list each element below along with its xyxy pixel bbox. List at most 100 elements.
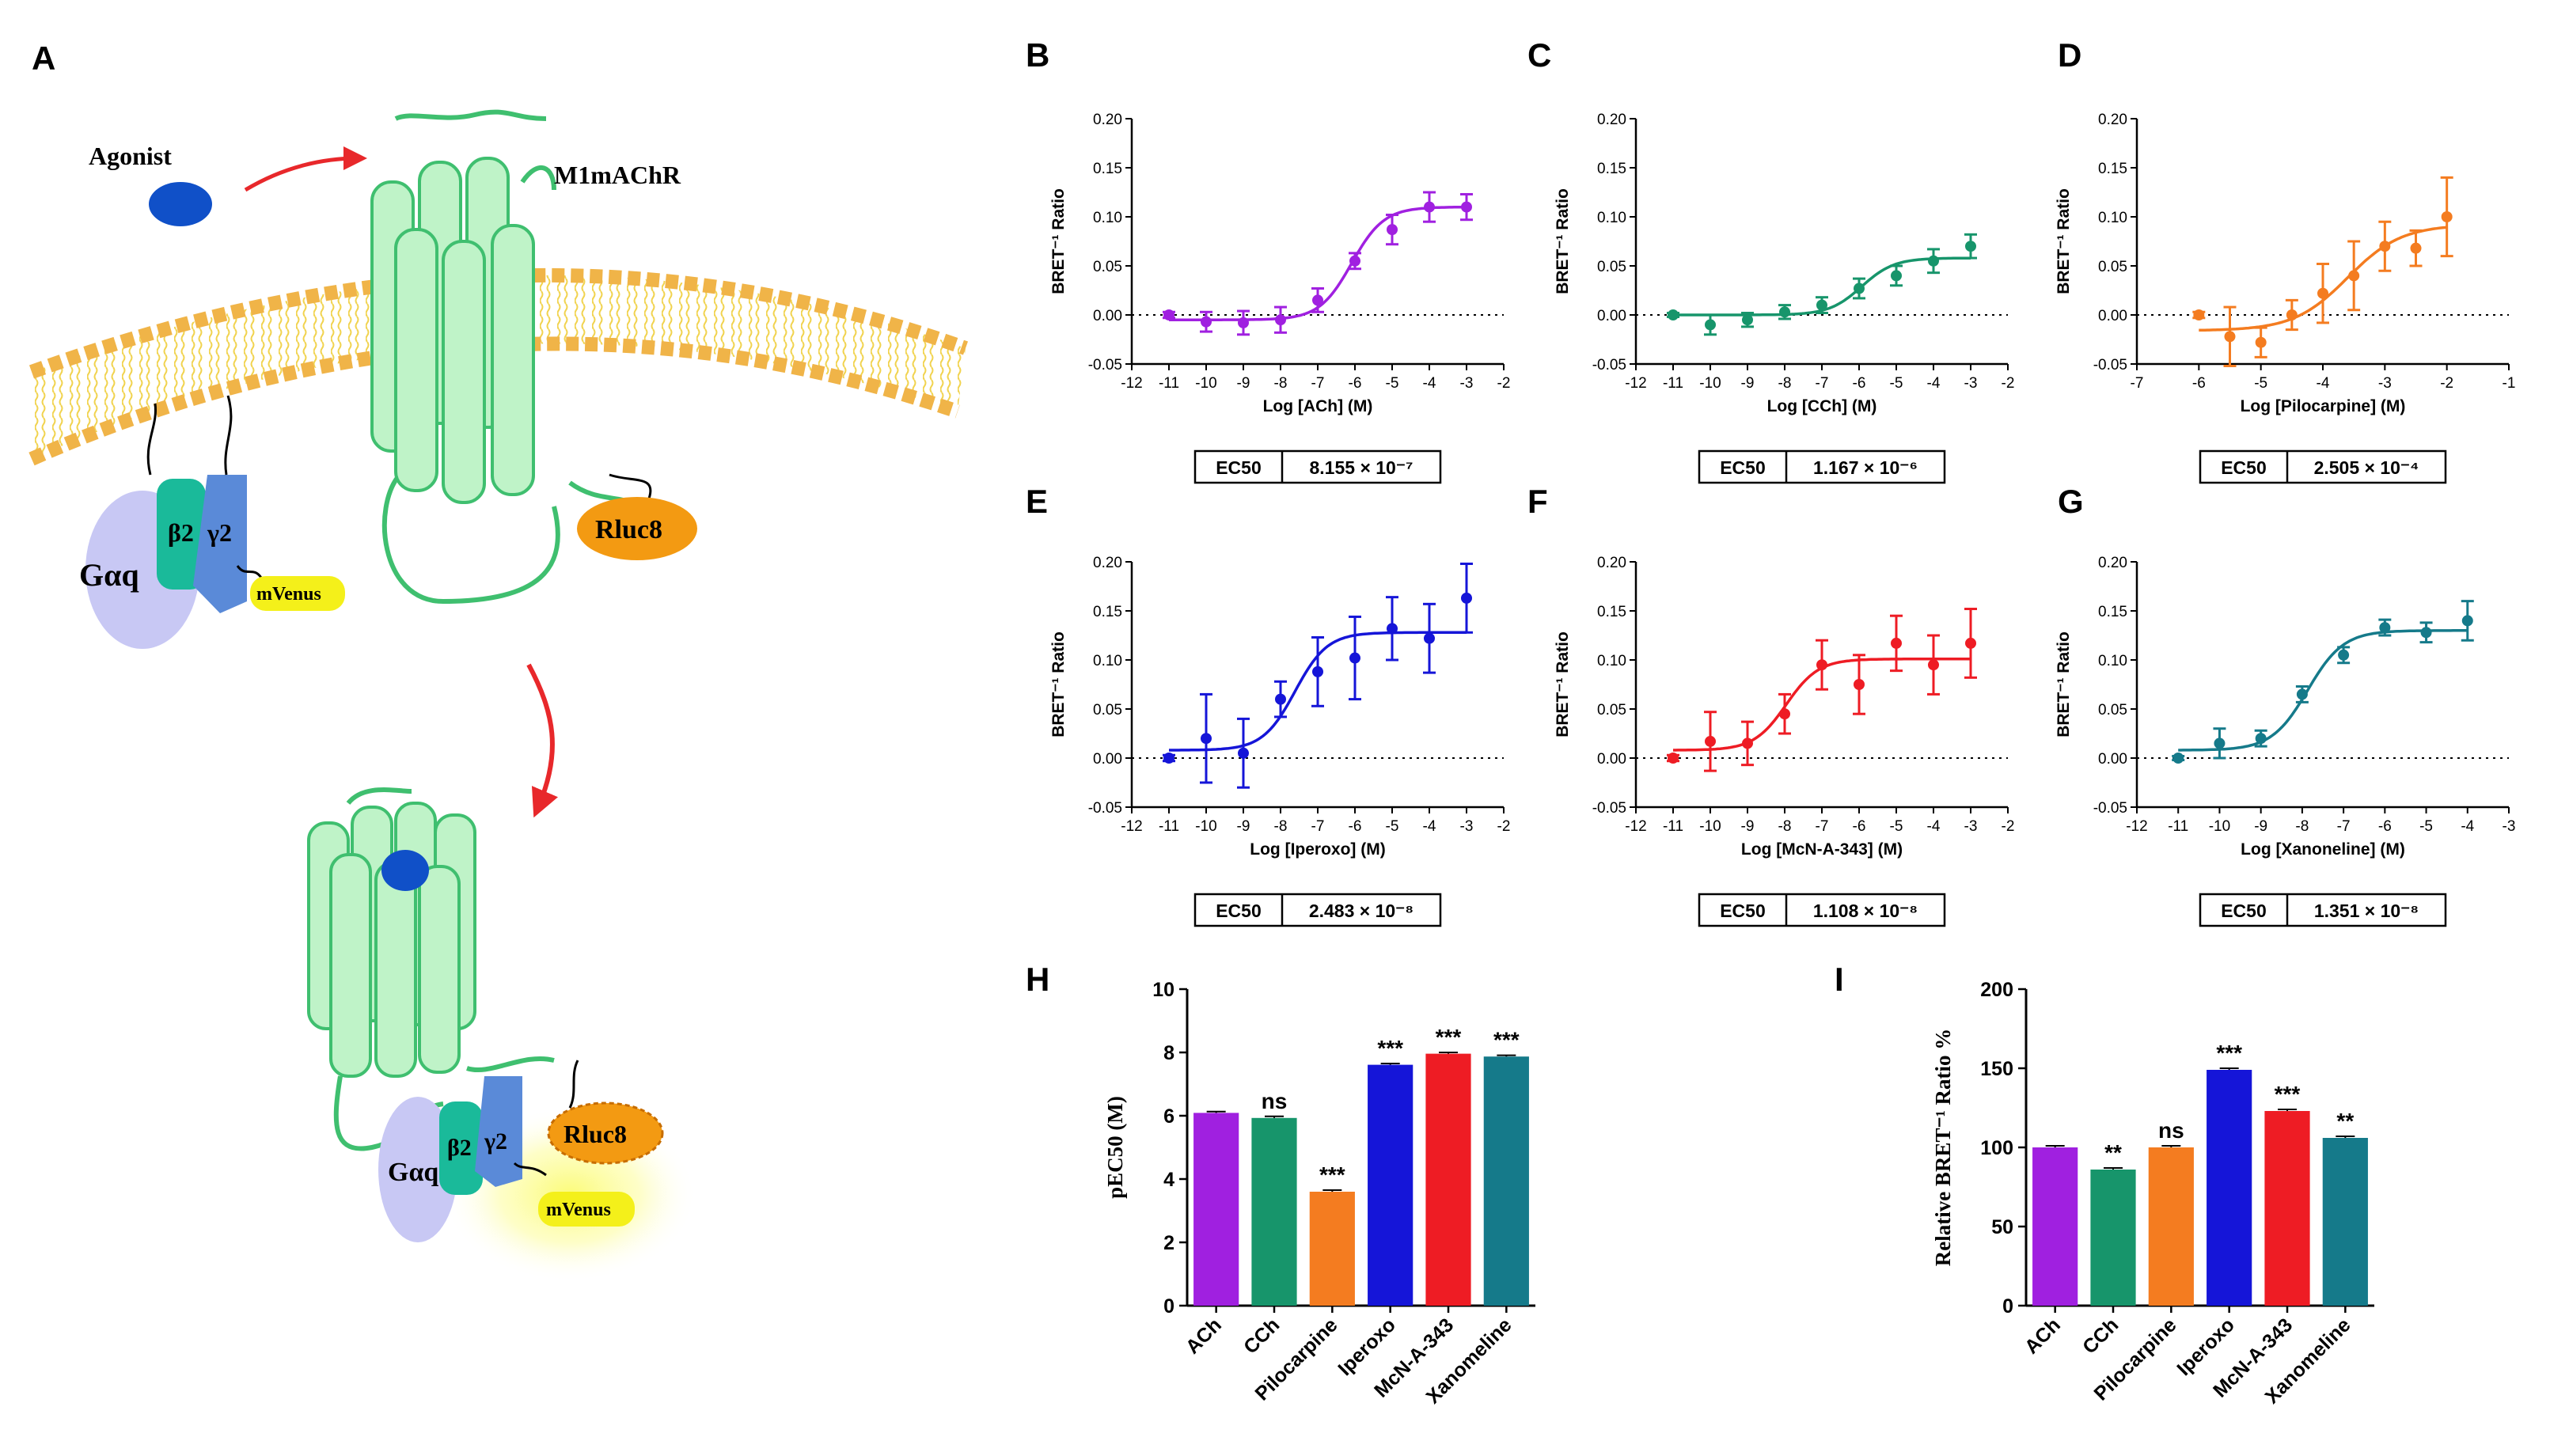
x-tick-label: -6 [2192,375,2206,392]
chart-e: E -0.05 0.00 0.05 0.10 0.15 0.20 -12 -11 -10 -9 -8 -… [1026,483,1511,927]
data-point [1275,693,1286,705]
diagram-panel-a: A Agonist M1mAChR [28,40,969,1282]
data-point [1387,224,1398,236]
panel-label-i: I [1835,961,1844,998]
y-axis-label: BRET⁻¹ Ratio [2055,631,2073,737]
bar [2032,1147,2078,1306]
y-tick-label: -0.05 [1088,800,1122,817]
y-axis-label: pEC50 (M) [1103,1096,1127,1199]
x-axis-label: Log [Pilocarpine] (M) [2241,397,2406,415]
x-tick-label: -4 [1927,818,1941,835]
ec50-label: EC50 [1216,457,1262,478]
y-tick-label: 0.15 [1597,604,1626,620]
x-tick-label: -9 [1741,375,1755,392]
bar [1309,1192,1355,1306]
chart-d: D -0.05 0.00 0.05 0.10 0.15 0.20 -7 -6 -5 -4 -3 -2 -1… [2055,36,2516,484]
g-protein-active [378,1060,664,1242]
x-tick-label: -11 [1663,375,1683,392]
significance-label: ns [2158,1118,2184,1143]
y-tick-label: -0.05 [1592,357,1626,373]
x-tick-label: -11 [1663,818,1683,835]
rluc8-label: Rluc8 [595,515,662,544]
data-point [2172,753,2184,764]
data-point [1424,632,1435,644]
data-point [2379,241,2391,252]
data-point [2461,615,2473,627]
x-tick-label: -10 [1699,375,1721,392]
y-tick-label: -0.05 [2093,357,2127,373]
agonist-bound [381,850,429,891]
data-point [1424,201,1435,213]
x-tick-label: -4 [1423,375,1436,392]
y-tick-label: -0.05 [1592,800,1626,817]
data-point [2286,309,2298,320]
data-point [1668,753,1679,764]
ec50-box [2199,449,2447,484]
x-tick-label: -9 [1741,818,1755,835]
y-tick-label: 0.20 [2098,555,2127,571]
bar [1193,1113,1239,1306]
y-tick-label: 0.10 [1597,653,1626,669]
data-point [1461,201,1472,213]
x-tick-label: -1 [2503,375,2516,392]
x-tick-label: -12 [1121,818,1142,835]
significance-label: *** [2275,1082,2301,1106]
mvenus-label: mVenus [256,584,321,605]
x-tick-label: -9 [1237,818,1250,835]
y-tick-label: 0.05 [2098,259,2127,275]
data-point [1742,314,1753,326]
data-point [2255,336,2267,348]
x-tick-label: -10 [1195,375,1216,392]
x-tick-label: -8 [1778,375,1792,392]
y-tick-label: 0.00 [1093,751,1122,768]
mvenus-label-active: mVenus [546,1200,611,1220]
mvenus-tag-active [538,1192,635,1227]
chart-g: G -0.05 0.00 0.05 0.10 0.15 0.20 -12 -11 -10 -9 -8 -… [2055,483,2515,927]
panel-label-d: D [2058,36,2081,74]
significance-label: ns [1262,1089,1288,1113]
panel-label-c: C [1527,36,1551,74]
ec50-label: EC50 [1720,901,1766,921]
y-tick-label: 8 [1163,1042,1174,1064]
x-axis-label: Log [CCh] (M) [1767,397,1877,415]
category-label: ACh [1182,1314,1226,1358]
activation-arrow [526,663,559,818]
y-tick-label: 0.05 [1597,702,1626,719]
x-tick-label: -8 [2295,818,2309,835]
data-point [1668,309,1679,320]
y-axis-label: BRET⁻¹ Ratio [1554,188,1572,294]
x-tick-label: -10 [1195,818,1216,835]
y-tick-label: 0.00 [1597,751,1626,768]
x-tick-label: -5 [1890,818,1903,835]
beta-subunit [157,479,206,590]
x-tick-label: -12 [2126,818,2147,835]
data-point [1312,294,1323,306]
x-axis-label: Log [Iperoxo] (M) [1250,840,1385,859]
data-point [2379,622,2391,634]
chart-f: F -0.05 0.00 0.05 0.10 0.15 0.20 -12 -11 -10 -9 -8 -… [1527,483,2014,927]
panel-label-f: F [1527,483,1548,520]
ec50-box [1698,893,1946,927]
data-point [1349,255,1360,267]
y-tick-label: 0.00 [1093,308,1122,324]
x-tick-label: -6 [1853,818,1866,835]
chart-c: C -0.05 0.00 0.05 0.10 0.15 0.20 -12 -11 -10 -9 -8 -… [1527,36,2014,484]
category-label: CCh [2078,1314,2123,1358]
x-tick-label: -2 [1497,818,1511,835]
y-tick-label: 0.15 [2098,161,2127,177]
x-tick-label: -5 [1386,375,1399,392]
data-point [2296,688,2308,700]
data-point [2317,287,2328,299]
data-point [2420,627,2432,639]
x-tick-label: -11 [1159,818,1179,835]
data-point [1312,665,1323,677]
x-tick-label: -7 [1816,375,1829,392]
x-tick-label: -7 [1311,375,1325,392]
y-tick-label: 0 [1163,1295,1174,1318]
data-point [1965,241,1976,252]
x-tick-label: -10 [1699,818,1721,835]
ec50-box [2199,893,2447,927]
bar [2322,1138,2368,1306]
data-point [1854,679,1865,690]
